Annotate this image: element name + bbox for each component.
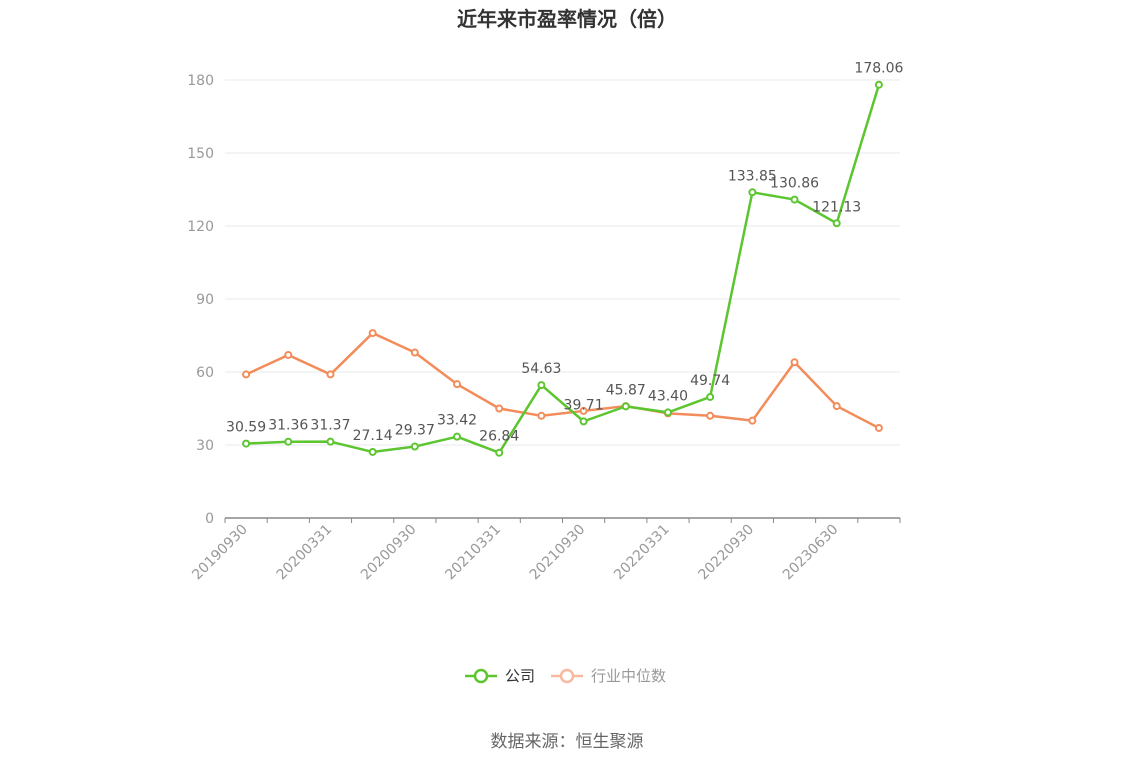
series-line-1 [245, 331, 880, 430]
data-label: 39.71 [564, 397, 604, 413]
series-group [242, 80, 883, 457]
data-label: 30.59 [226, 420, 266, 436]
data-point [410, 442, 419, 451]
data-point [495, 404, 504, 413]
legend-item-0[interactable]: 公司 [465, 667, 535, 685]
data-point [242, 370, 251, 379]
data-point [284, 350, 293, 359]
legend-swatch-marker [559, 668, 575, 684]
data-point [242, 439, 251, 448]
data-point [579, 417, 588, 426]
chart-title: 近年来市盈率情况（倍） [457, 7, 677, 31]
data-label: 43.40 [648, 388, 688, 404]
data-label: 31.37 [310, 418, 350, 434]
data-point [748, 416, 757, 425]
legend-item-1[interactable]: 行业中位数 [551, 667, 666, 685]
y-tick-label: 90 [196, 292, 214, 308]
data-point [495, 448, 504, 457]
data-point [621, 402, 630, 411]
y-tick-label: 60 [196, 365, 214, 381]
data-point [832, 219, 841, 228]
legend-label: 行业中位数 [591, 667, 666, 685]
x-axis: 20190930 20200331 20200930 20210331 20210930… [189, 517, 901, 584]
data-point [874, 80, 883, 89]
data-point [368, 329, 377, 338]
y-tick-label: 180 [187, 73, 214, 89]
data-point [453, 380, 462, 389]
y-tick-label: 150 [187, 146, 214, 162]
data-point [368, 447, 377, 456]
legend-swatch-marker [473, 668, 489, 684]
x-tick-label: 20200331 [274, 522, 336, 584]
y-tick-label: 30 [196, 438, 214, 454]
data-point [874, 423, 883, 432]
data-label: 178.06 [854, 61, 903, 77]
data-label: 45.87 [606, 382, 646, 398]
data-point [453, 432, 462, 441]
source-note: 数据来源：恒生聚源 [491, 732, 644, 752]
x-tick-label: 20210930 [527, 522, 589, 584]
data-label: 26.84 [479, 429, 519, 445]
data-point [832, 402, 841, 411]
data-point [326, 370, 335, 379]
data-label: 133.85 [728, 168, 777, 184]
legend: 公司 行业中位数 [465, 667, 666, 685]
x-tick-label: 20230630 [780, 522, 842, 584]
data-point [706, 392, 715, 401]
data-point [326, 437, 335, 446]
data-point [537, 381, 546, 390]
series-line-0 [246, 84, 881, 454]
data-point [790, 195, 799, 204]
x-tick-label: 20220331 [611, 522, 673, 584]
data-point [663, 408, 672, 417]
y-tick-label: 120 [187, 219, 214, 235]
data-point [706, 411, 715, 420]
x-tick-label: 20210331 [442, 522, 504, 584]
data-point [790, 358, 799, 367]
grid-lines [225, 79, 900, 446]
data-label: 130.86 [770, 176, 819, 192]
y-tick-label: 0 [205, 511, 214, 527]
data-label: 121.13 [812, 199, 861, 215]
data-point [410, 348, 419, 357]
x-tick-label: 20200930 [358, 522, 420, 584]
data-label: 54.63 [521, 361, 561, 377]
data-point [284, 437, 293, 446]
data-point [579, 406, 588, 415]
y-axis-ticks: 0 30 60 90 120 150 180 [187, 73, 214, 527]
data-label: 33.42 [437, 413, 477, 429]
data-point [748, 188, 757, 197]
data-label: 31.36 [268, 418, 308, 434]
data-label: 27.14 [353, 428, 393, 444]
data-point [537, 411, 546, 420]
data-label: 49.74 [690, 373, 730, 389]
x-tick-label: 20190930 [189, 522, 251, 584]
legend-label: 公司 [505, 667, 535, 685]
data-label: 29.37 [395, 423, 435, 439]
x-tick-label: 20220930 [695, 522, 757, 584]
